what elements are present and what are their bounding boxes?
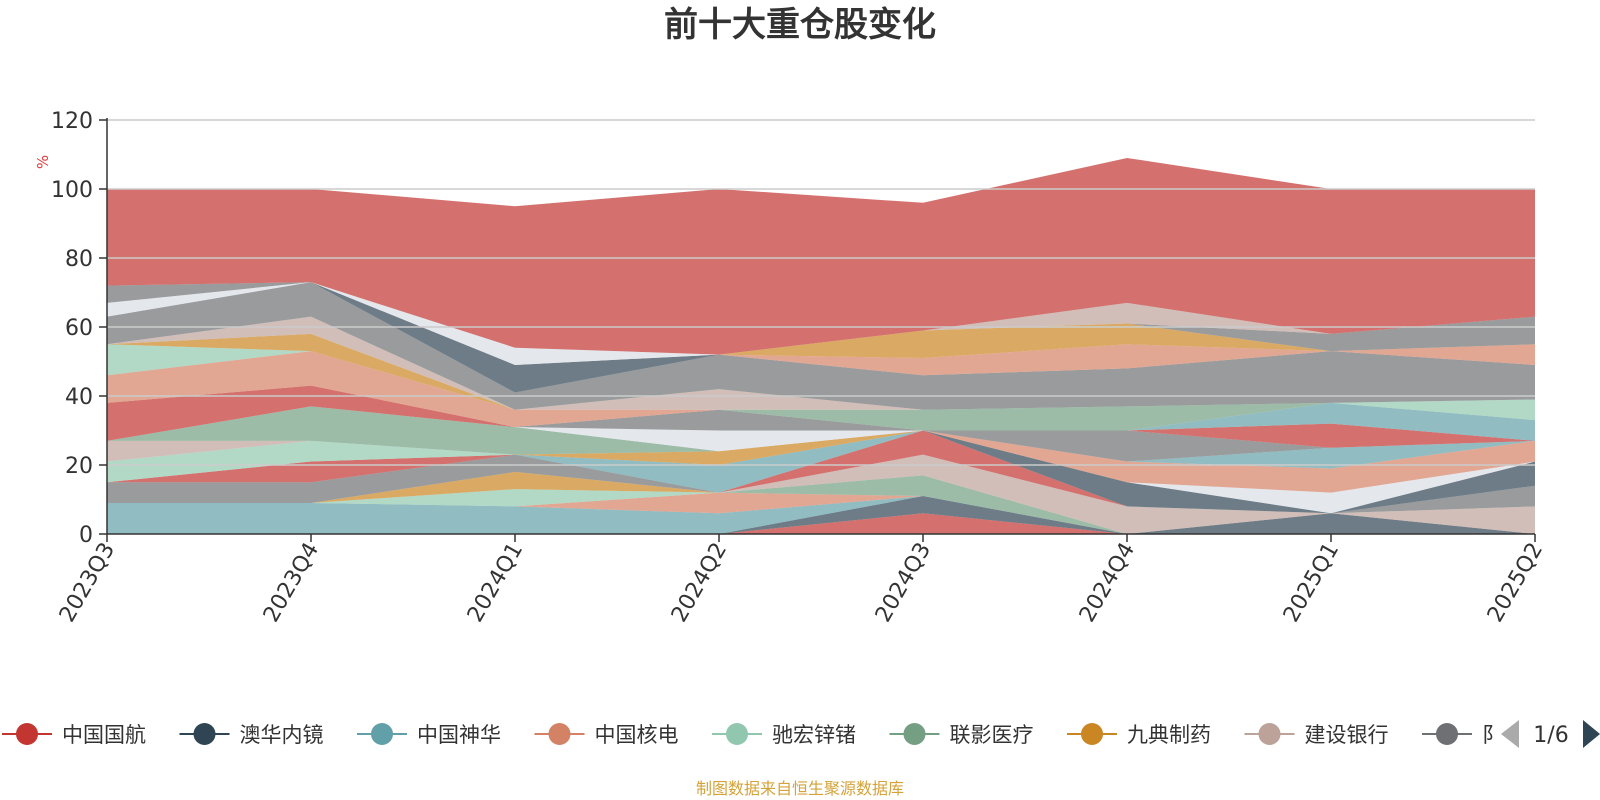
legend-label: 驰宏锌锗 bbox=[772, 723, 856, 747]
y-tick-label: 60 bbox=[65, 316, 93, 341]
legend-prev-page-icon[interactable] bbox=[1501, 720, 1519, 748]
legend-marker bbox=[1436, 723, 1458, 745]
legend-marker bbox=[371, 723, 393, 745]
data-source-note: 制图数据来自恒生聚源数据库 bbox=[696, 779, 904, 798]
area-series-16[interactable] bbox=[107, 430, 1535, 466]
legend-label: 九典制药 bbox=[1127, 723, 1211, 747]
legend-item-truncated[interactable]: 阝 bbox=[1422, 723, 1503, 747]
area-series-25[interactable] bbox=[107, 333, 1535, 431]
legend-item[interactable]: 中国核电 bbox=[534, 723, 679, 747]
x-tick-label: 2023Q3 bbox=[55, 539, 120, 627]
legend-item[interactable]: 中国神华 bbox=[357, 723, 501, 747]
y-tick-label: 20 bbox=[65, 454, 93, 479]
x-tick-label: 2025Q2 bbox=[1483, 539, 1548, 627]
area-series-1[interactable] bbox=[107, 496, 1535, 534]
area-series-17[interactable] bbox=[107, 406, 1535, 462]
area-series-28[interactable] bbox=[107, 282, 1535, 393]
legend-marker bbox=[726, 723, 748, 745]
area-series-26[interactable] bbox=[107, 316, 1535, 410]
legend-marker bbox=[1258, 723, 1281, 745]
area-series-3[interactable] bbox=[107, 492, 1535, 534]
x-tick-label: 2023Q4 bbox=[259, 539, 324, 627]
chart-title: 前十大重仓股变化 bbox=[664, 5, 936, 45]
area-series-31[interactable] bbox=[107, 282, 1535, 365]
area-series-14[interactable] bbox=[107, 430, 1535, 493]
legend-label: 澳华内镜 bbox=[240, 723, 324, 747]
y-tick-label: 100 bbox=[51, 178, 93, 203]
y-tick-label: 120 bbox=[51, 109, 93, 134]
legend-marker bbox=[193, 723, 216, 745]
y-tick-label: 80 bbox=[65, 247, 93, 272]
area-series-29[interactable] bbox=[107, 282, 1535, 376]
legend-label: 中国神华 bbox=[417, 723, 501, 747]
y-tick-label: 0 bbox=[79, 523, 93, 548]
x-tick-label: 2024Q1 bbox=[463, 539, 528, 627]
legend-item[interactable]: 联影医疗 bbox=[889, 723, 1034, 747]
area-series-0[interactable] bbox=[107, 513, 1535, 534]
area-series-6[interactable] bbox=[107, 471, 1535, 534]
x-tick-label: 2024Q2 bbox=[667, 539, 732, 627]
legend-marker bbox=[1081, 723, 1103, 745]
legend-next-page-icon[interactable] bbox=[1583, 720, 1600, 748]
legend-marker bbox=[548, 723, 571, 745]
legend-label: 阝 bbox=[1482, 723, 1503, 747]
area-series-30[interactable] bbox=[107, 282, 1535, 365]
area-series-32[interactable] bbox=[107, 282, 1535, 355]
legend-item[interactable]: 中国国航 bbox=[2, 723, 146, 747]
legend: 中国国航 澳华内镜 中国神华 中国核电 驰宏锌锗 联影医疗 九典制药 建设银行 阝 1/6 bbox=[2, 720, 1600, 748]
area-series-10[interactable] bbox=[107, 430, 1535, 514]
legend-label: 建设银行 bbox=[1305, 723, 1389, 747]
legend-marker bbox=[903, 723, 926, 745]
area-series-5[interactable] bbox=[107, 475, 1535, 534]
plot-area bbox=[107, 157, 1535, 534]
area-series-24[interactable] bbox=[107, 333, 1535, 431]
legend-label: 中国国航 bbox=[62, 723, 146, 747]
area-series-8[interactable] bbox=[107, 454, 1535, 514]
legend-item[interactable]: 澳华内镜 bbox=[179, 723, 324, 747]
legend-item[interactable]: 驰宏锌锗 bbox=[712, 723, 856, 747]
legend-marker bbox=[16, 723, 38, 745]
area-series-12[interactable] bbox=[107, 430, 1535, 493]
area-series-4[interactable] bbox=[107, 489, 1535, 534]
legend-page-indicator: 1/6 bbox=[1533, 723, 1568, 748]
area-series-7[interactable] bbox=[107, 454, 1535, 534]
area-series-19[interactable] bbox=[107, 406, 1535, 462]
legend-label: 中国核电 bbox=[595, 723, 679, 747]
area-series-9[interactable] bbox=[107, 430, 1535, 514]
area-series-23[interactable] bbox=[107, 344, 1535, 431]
legend-item[interactable]: 九典制药 bbox=[1067, 723, 1211, 747]
y-axis-unit: % bbox=[34, 155, 52, 169]
area-series-2[interactable] bbox=[107, 496, 1535, 534]
y-tick-label: 40 bbox=[65, 385, 93, 410]
area-series-27[interactable] bbox=[107, 282, 1535, 410]
area-series-34[interactable] bbox=[107, 157, 1535, 355]
legend-label: 联影医疗 bbox=[950, 723, 1034, 747]
x-tick-label: 2024Q4 bbox=[1075, 539, 1140, 627]
x-tick-label: 2025Q1 bbox=[1279, 539, 1344, 627]
area-series-20[interactable] bbox=[107, 385, 1535, 448]
legend-item[interactable]: 建设银行 bbox=[1244, 723, 1389, 747]
area-series-18[interactable] bbox=[107, 406, 1535, 462]
x-tick-label: 2024Q3 bbox=[871, 539, 936, 627]
